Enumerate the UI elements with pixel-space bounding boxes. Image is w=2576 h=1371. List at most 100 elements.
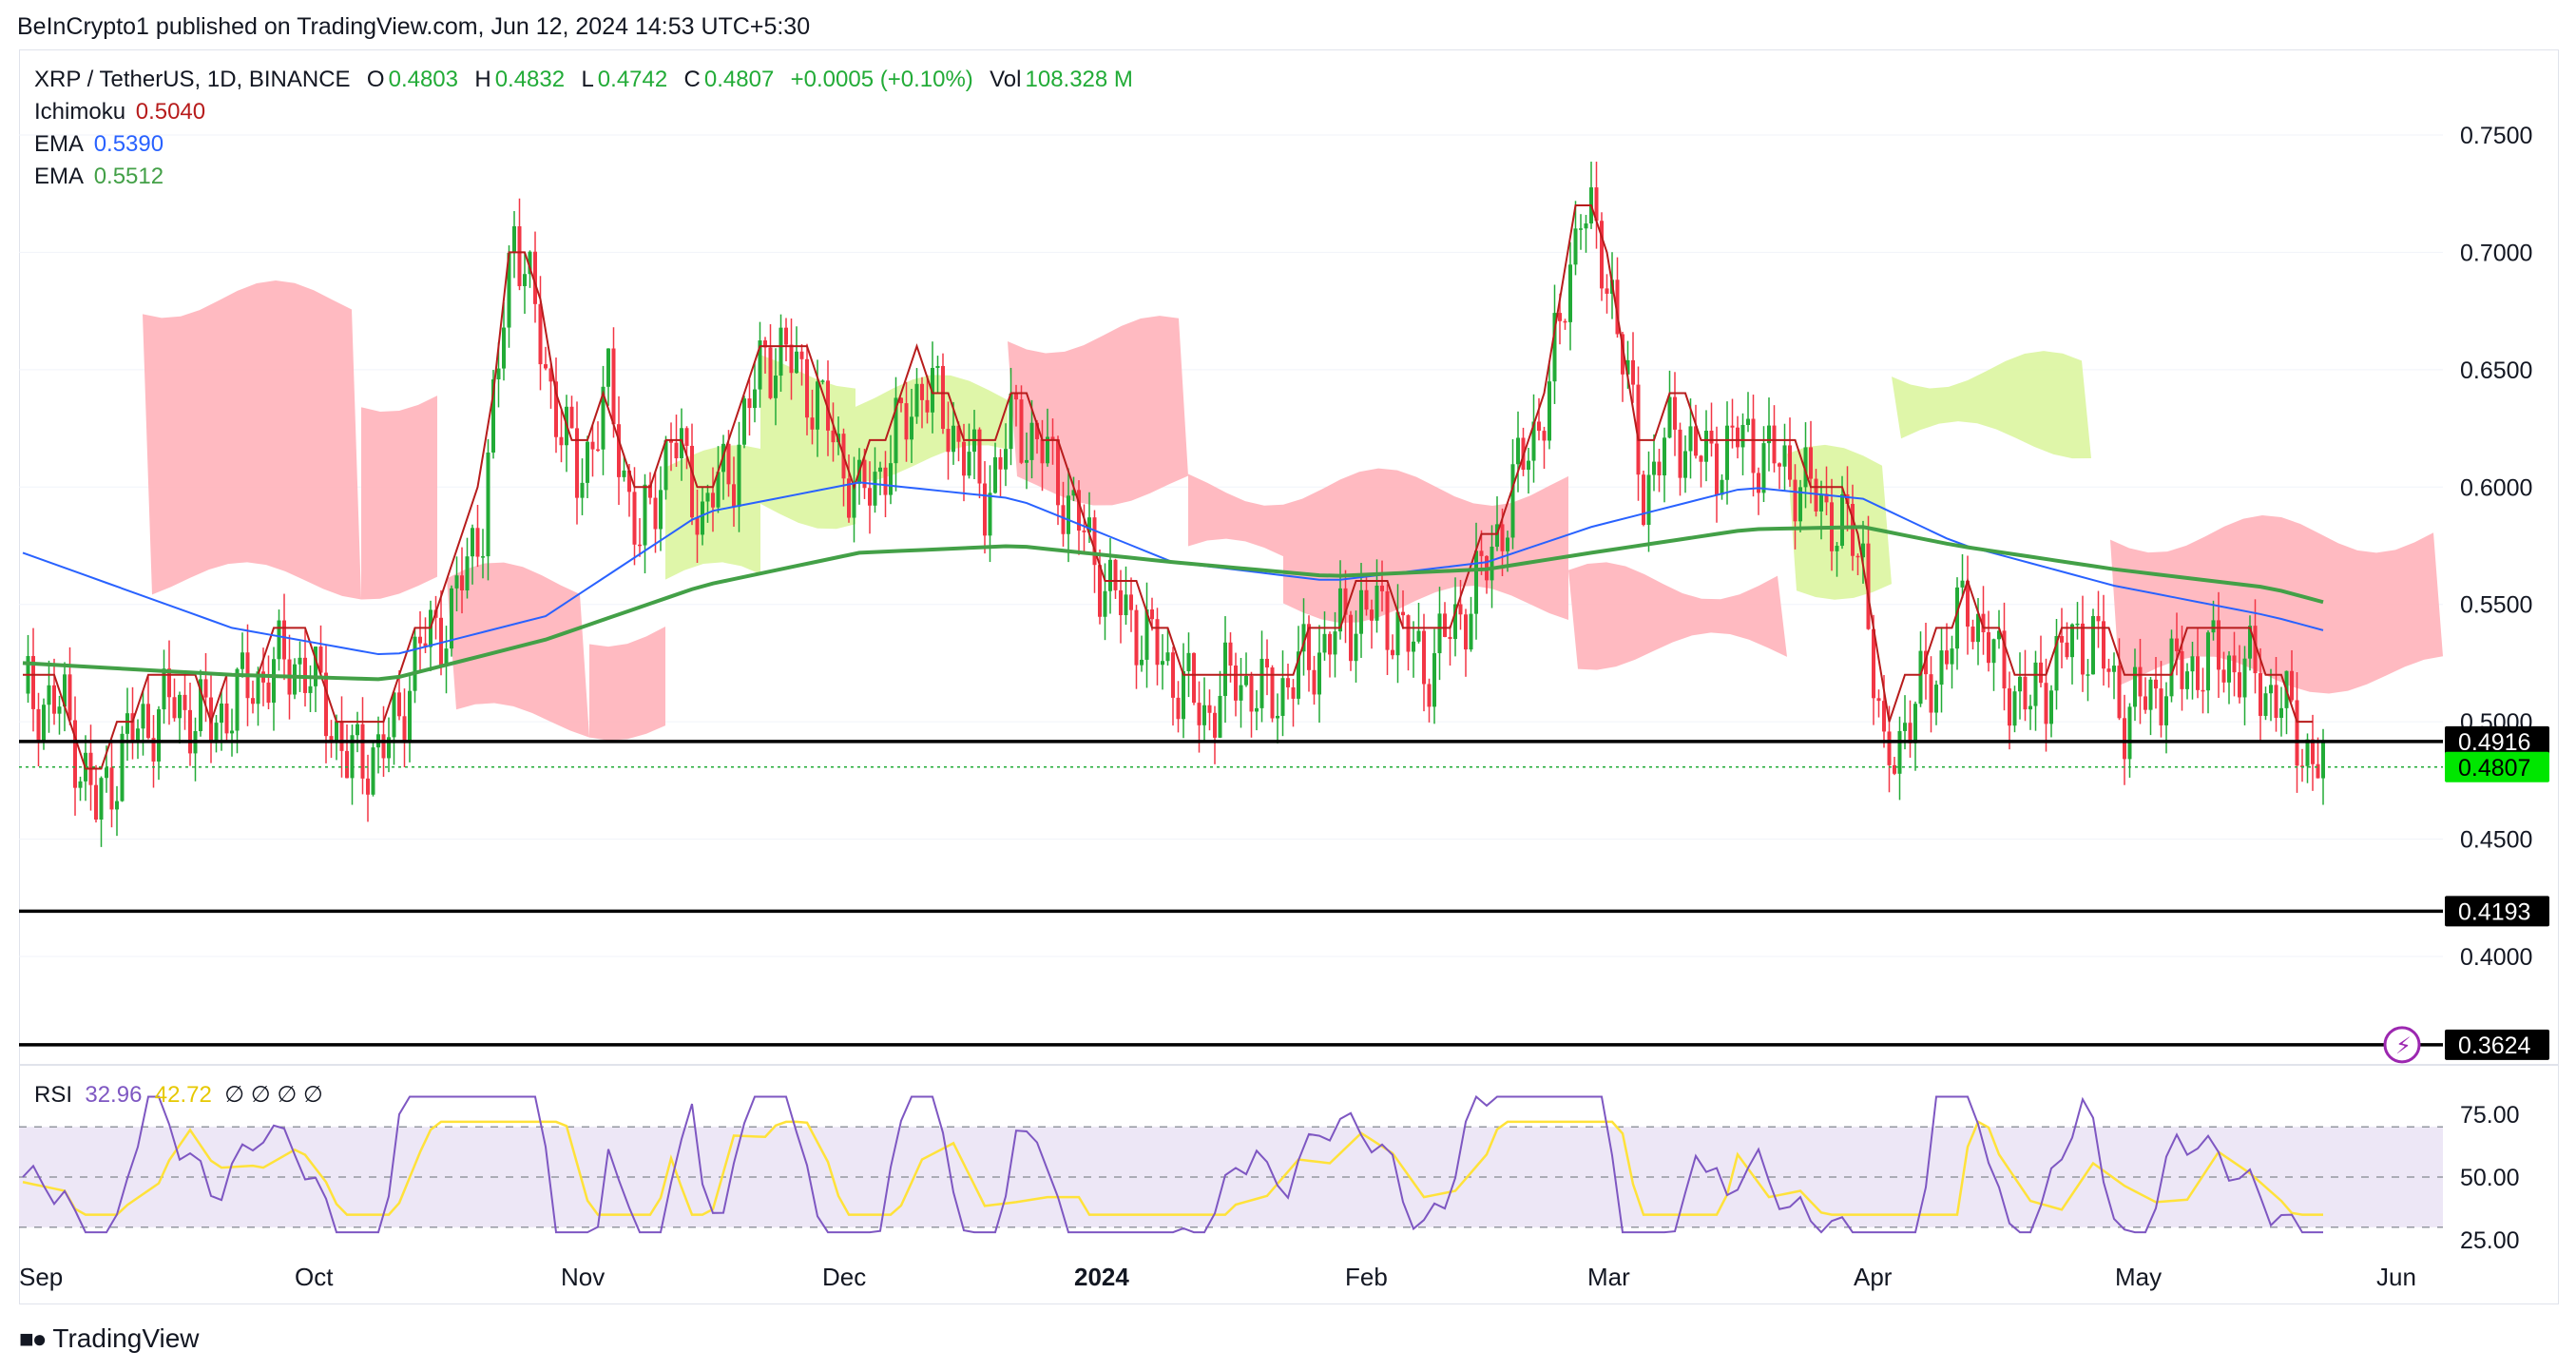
candle-body [1548, 381, 1551, 441]
candle-body [183, 694, 187, 710]
candle-body [188, 709, 192, 754]
candle-body [1720, 479, 1724, 495]
rsi-legend[interactable]: RSI 32.96 42.72 ∅ ∅ ∅ ∅ [34, 1081, 323, 1109]
candle-body [1448, 636, 1452, 640]
candle-body [1067, 495, 1070, 534]
candle-body [1887, 731, 1892, 765]
candle-body [1866, 543, 1871, 629]
candle-body [2227, 655, 2231, 683]
candle-body [1793, 479, 1797, 522]
last-price-label: 0.4807 [2458, 755, 2530, 782]
close-value: 0.4807 [703, 67, 775, 92]
candle-body [1150, 608, 1154, 620]
candle-body [2143, 696, 2147, 710]
candle-body [726, 443, 731, 485]
candle-body [680, 428, 683, 458]
candle-body [444, 648, 449, 666]
candle-body [454, 575, 459, 589]
candle-body [324, 672, 328, 737]
candle-body [120, 733, 125, 801]
candle-body [2123, 718, 2126, 760]
candle-body [1004, 449, 1008, 470]
candle-body [402, 716, 407, 743]
candle-body [31, 656, 35, 709]
candle-body [2295, 700, 2299, 766]
candle-body [2106, 668, 2111, 672]
tradingview-logo[interactable]: ■● TradingView [19, 1323, 200, 1354]
candle-body [1767, 425, 1771, 444]
candle-body [1113, 559, 1118, 590]
candle-body [1469, 613, 1473, 650]
candle-body [1108, 559, 1112, 591]
ema-slow-legend[interactable]: EMA 0.5512 [34, 164, 167, 190]
candle-body [1301, 624, 1306, 652]
candle-body [1736, 427, 1740, 448]
chart-frame[interactable] [19, 49, 2559, 1304]
ichimoku-value: 0.5040 [135, 99, 206, 125]
candle-body [732, 484, 736, 508]
candle-body [1950, 648, 1954, 665]
candle-body [1824, 493, 1829, 503]
candle-body [356, 724, 359, 736]
candle-body [1882, 701, 1886, 732]
candle-body [251, 698, 255, 705]
candle-body [643, 484, 647, 546]
lightning-alert-icon [2383, 1026, 2421, 1064]
candle-body [1046, 436, 1049, 464]
ichimoku-legend[interactable]: Ichimoku 0.5040 [34, 99, 209, 126]
candle-body [450, 588, 453, 649]
candle-body [1213, 712, 1217, 738]
candle-body [889, 463, 893, 495]
candle-body [1688, 426, 1693, 452]
candle-body [914, 383, 919, 417]
candle-body [67, 674, 72, 721]
candle-body [1615, 280, 1620, 335]
rsi-ma-line [22, 1120, 2323, 1216]
ohlc-legend: XRP / TetherUS, 1D, BINANCE O 0.4803 H 0.4… [34, 67, 1137, 93]
candle-body [2248, 626, 2252, 659]
candle-body [1040, 438, 1045, 464]
candle-body [716, 472, 721, 508]
candle-body [2023, 676, 2028, 710]
candle-body [1970, 627, 1975, 643]
candle-body [1814, 478, 1818, 512]
candle-body [151, 738, 156, 762]
candle-body [460, 575, 464, 591]
candle-body [1354, 633, 1358, 662]
ema-fast-legend[interactable]: EMA 0.5390 [34, 131, 167, 158]
candle-body [1234, 666, 1238, 701]
candle-body [1255, 707, 1259, 712]
candle-body [758, 340, 762, 390]
candle-body [2311, 739, 2315, 764]
candle-body [2054, 636, 2059, 691]
candle-body [2075, 623, 2080, 626]
candle-body [544, 364, 548, 369]
candle-body [507, 253, 511, 328]
candle-body [952, 425, 955, 453]
candle-body [1625, 359, 1630, 375]
x-tick-label: Mar [1587, 1263, 1630, 1291]
candle-body [1406, 615, 1411, 652]
candle-body [1500, 524, 1505, 551]
candle-body [606, 348, 610, 387]
candle-body [1458, 604, 1463, 615]
candle-body [1453, 604, 1457, 640]
candle-body [397, 692, 401, 717]
candle-body [1694, 426, 1698, 456]
candle-body [1558, 313, 1562, 321]
symbol-name[interactable]: XRP / TetherUS, 1D, BINANCE [34, 67, 351, 92]
candle-body [2206, 632, 2210, 691]
y-tick-label: 0.6500 [2460, 357, 2532, 384]
candle-body [1955, 587, 1959, 649]
candle-body [998, 456, 1003, 470]
candle-body [2117, 666, 2122, 719]
candle-body [810, 417, 815, 430]
candle-body [2086, 674, 2090, 676]
candle-body [1537, 421, 1541, 432]
candle-body [1297, 651, 1300, 699]
candle-body [1291, 686, 1296, 699]
candle-body [1542, 431, 1547, 441]
candle-body [105, 767, 108, 779]
candle-body [627, 470, 631, 492]
